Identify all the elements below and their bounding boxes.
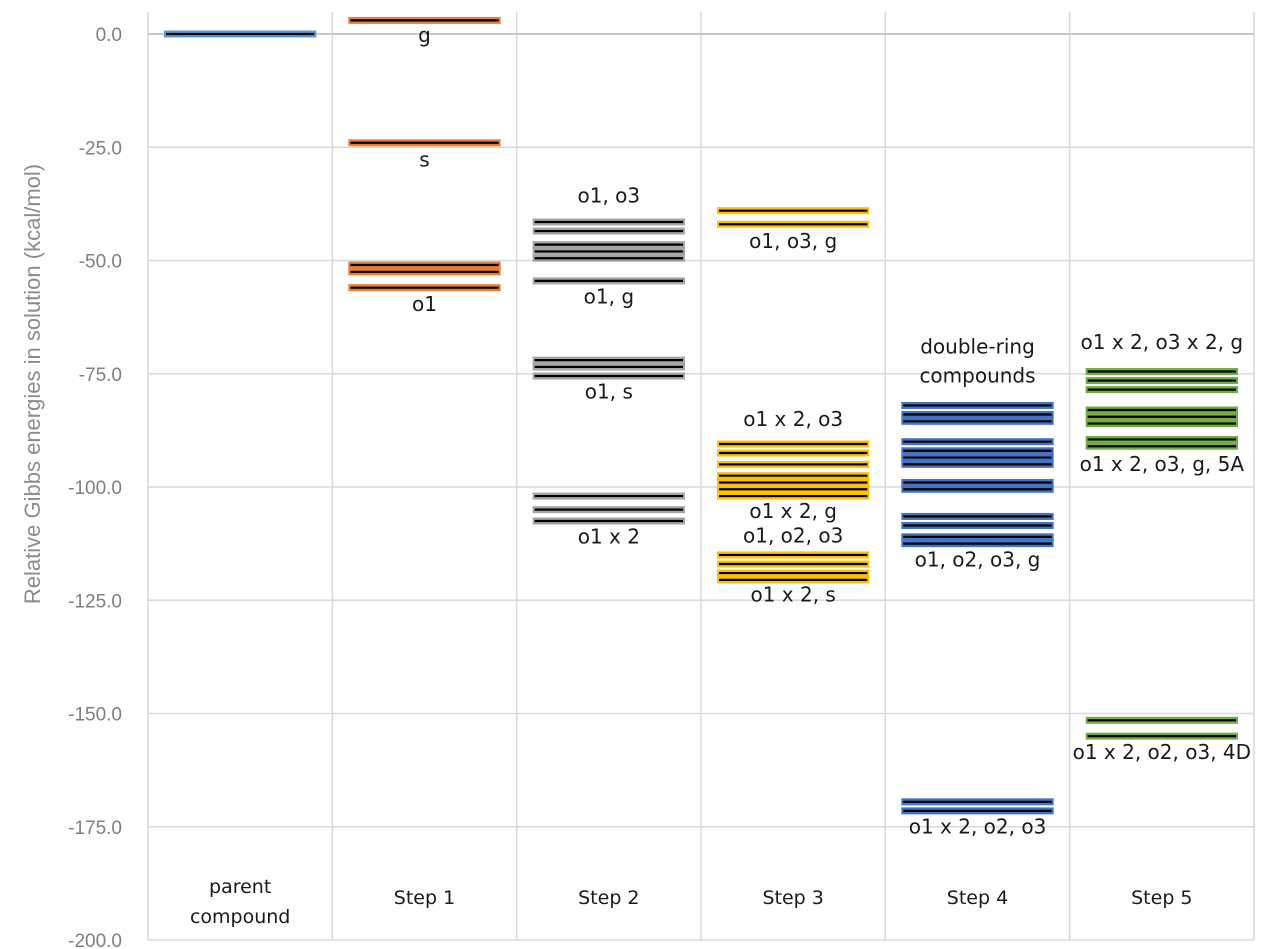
level-annotation: compounds: [919, 363, 1035, 387]
level-annotation: g: [418, 23, 431, 47]
y-tick-label: -75.0: [79, 365, 122, 386]
level-annotation: o1 x 2, o3, g, 5A: [1080, 452, 1245, 476]
level-annotation: double-ring: [920, 334, 1035, 358]
level-annotation: o1, o2, o3: [743, 523, 843, 547]
level-annotation: o1 x 2, g: [749, 499, 837, 523]
y-tick-label: -175.0: [68, 818, 122, 839]
y-tick-label: -150.0: [68, 705, 122, 726]
level-annotation: o1 x 2, o2, o3: [909, 815, 1047, 839]
category-labels: parent compound Step 1 Step 2 Step 3 Step 4 St…: [190, 876, 1193, 928]
y-tick-label: -200.0: [68, 931, 122, 949]
level-annotation: o1, s: [585, 380, 633, 404]
level-annotation: o1: [412, 292, 437, 316]
category-label: Step 1: [394, 887, 455, 909]
y-axis: 0.0 -25.0 -50.0 -75.0 -100.0 -125.0 -150.0 -175…: [68, 25, 122, 949]
category-label: compound: [190, 906, 290, 928]
level-annotation: o1, o3, g: [749, 229, 837, 253]
category-label: Step 2: [578, 887, 639, 909]
annotations: g s o1 o1, o3 o1, g o1, s o1 x 2 o1, o3, g o1 x …: [412, 23, 1251, 838]
level-annotation: o1 x 2, o3 x 2, g: [1081, 330, 1244, 354]
level-annotation: s: [419, 147, 429, 171]
energy-levels: [164, 16, 1238, 815]
level-annotation: o1, o3: [578, 184, 641, 208]
gridlines: [147, 12, 1255, 941]
level-annotation: o1 x 2: [578, 525, 640, 549]
level-annotation: o1, o2, o3, g: [915, 547, 1041, 571]
y-tick-label: -25.0: [79, 138, 122, 159]
level-annotation: o1 x 2, s: [750, 583, 835, 607]
category-label: Step 5: [1131, 887, 1192, 909]
y-tick-label: -50.0: [79, 252, 122, 273]
y-tick-label: 0.0: [96, 25, 122, 46]
category-label: Step 3: [762, 887, 823, 909]
category-label: Step 4: [947, 887, 1008, 909]
level-annotation: o1, g: [584, 285, 634, 309]
y-tick-label: -100.0: [68, 478, 122, 499]
level-annotation: o1 x 2, o3: [743, 407, 843, 431]
y-axis-label: Relative Gibbs energies in solution (kca…: [20, 164, 45, 604]
level-annotation: o1 x 2, o2, o3, 4D: [1073, 740, 1251, 764]
y-tick-label: -125.0: [68, 591, 122, 612]
category-label: parent: [209, 876, 271, 898]
